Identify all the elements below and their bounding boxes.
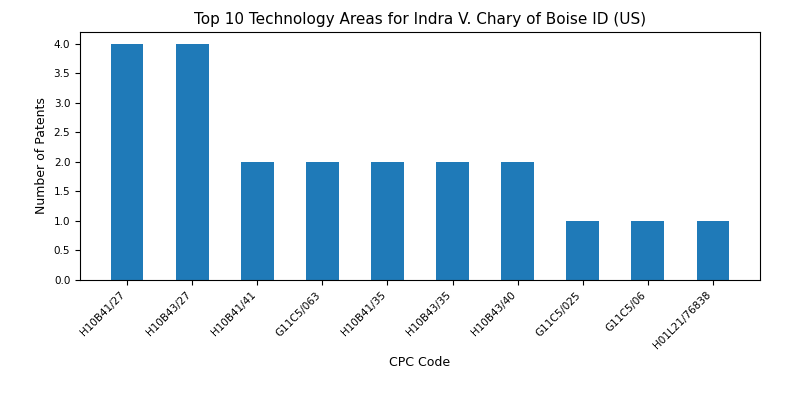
Bar (241, 162, 274, 280)
Bar (631, 221, 664, 280)
Bar (436, 162, 469, 280)
Bar (111, 44, 143, 280)
Title: Top 10 Technology Areas for Indra V. Chary of Boise ID (US): Top 10 Technology Areas for Indra V. Cha… (194, 12, 646, 27)
Bar (566, 221, 599, 280)
Bar (176, 44, 209, 280)
Bar (502, 162, 534, 280)
Bar (697, 221, 729, 280)
Y-axis label: Number of Patents: Number of Patents (35, 98, 48, 214)
Bar (306, 162, 338, 280)
X-axis label: CPC Code: CPC Code (390, 356, 450, 370)
Bar (371, 162, 404, 280)
